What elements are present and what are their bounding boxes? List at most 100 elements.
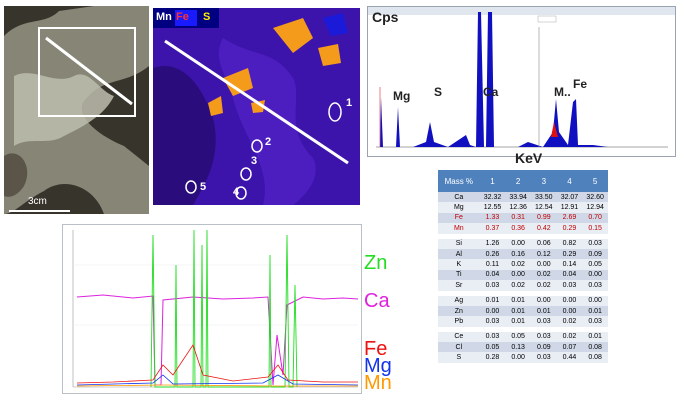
table-row: Ce 0.03 0.05 0.03 0.02 0.01 — [438, 331, 608, 343]
map-graphic — [153, 8, 360, 205]
value-cell: 0.05 — [505, 331, 531, 343]
value-cell: 0.06 — [530, 238, 557, 249]
value-cell: 0.42 — [530, 223, 557, 234]
table-row: K 0.11 0.02 0.00 0.14 0.05 — [438, 259, 608, 270]
peak-mn: M.. — [554, 85, 571, 99]
value-cell: 0.29 — [556, 223, 583, 234]
label-mg: Mg — [364, 355, 392, 377]
value-cell: 0.70 — [582, 212, 608, 224]
label-fe: Fe — [364, 338, 388, 360]
element-map: Mn Fe S 1 2 3 4 5 — [153, 8, 360, 205]
table-spacer — [438, 290, 608, 296]
value-cell: 33.50 — [530, 192, 557, 203]
header-cell: Mass % — [438, 170, 480, 192]
value-cell: 0.03 — [530, 352, 557, 363]
element-cell: Zn — [438, 305, 480, 317]
point-3-marker — [240, 167, 252, 181]
table-row: Zn 0.00 0.01 0.01 0.00 0.01 — [438, 305, 608, 317]
value-cell: 0.00 — [556, 305, 583, 317]
point-label-2: 2 — [265, 136, 272, 148]
value-cell: 1.26 — [479, 238, 506, 249]
peak-ca: Ca — [483, 85, 499, 99]
photo-graphic — [4, 6, 149, 214]
point-2-marker — [251, 139, 263, 153]
header-cell: 5 — [582, 170, 608, 192]
value-cell: 0.36 — [505, 223, 531, 234]
value-cell: 0.02 — [505, 259, 531, 270]
value-cell: 0.03 — [582, 316, 608, 327]
value-cell: 0.14 — [556, 259, 583, 270]
element-cell: Ce — [438, 331, 480, 343]
point-4-marker — [235, 186, 247, 200]
value-cell: 0.29 — [556, 248, 583, 260]
value-cell: 0.00 — [556, 295, 583, 306]
element-cell: Ag — [438, 295, 480, 306]
header-cell: 4 — [556, 170, 583, 192]
value-cell: 0.44 — [556, 352, 583, 363]
value-cell: 0.01 — [505, 305, 531, 317]
point-1-marker — [328, 102, 342, 122]
table-row: Cl 0.05 0.13 0.09 0.07 0.08 — [438, 342, 608, 353]
value-cell: 0.02 — [556, 331, 583, 343]
table-spacer — [438, 326, 608, 332]
table-row: Mg 12.55 12.36 12.54 12.91 12.94 — [438, 202, 608, 213]
selection-box — [38, 27, 136, 117]
value-cell: 0.04 — [556, 269, 583, 281]
table-row: Al 0.26 0.16 0.12 0.29 0.09 — [438, 248, 608, 260]
table-header-row: Mass % 1 2 3 4 5 — [438, 170, 608, 192]
legend-s: S — [203, 11, 211, 23]
table-row: Ag 0.01 0.01 0.00 0.00 0.00 — [438, 295, 608, 306]
value-cell: 0.02 — [530, 280, 557, 291]
composition-table: Mass % 1 2 3 4 5 Ca 32.32 33.94 33.50 32.07 3… — [438, 170, 608, 402]
value-cell: 0.03 — [530, 331, 557, 343]
table-body: Ca 32.32 33.94 33.50 32.07 32.60 Mg 12.55 12.36 1… — [438, 192, 608, 363]
value-cell: 0.03 — [582, 238, 608, 249]
header-cell: 2 — [505, 170, 531, 192]
value-cell: 0.01 — [505, 295, 531, 306]
value-cell: 0.07 — [556, 342, 583, 353]
element-cell: Ti — [438, 269, 480, 281]
value-cell: 0.01 — [530, 305, 557, 317]
value-cell: 0.03 — [479, 280, 506, 291]
value-cell: 32.32 — [479, 192, 506, 203]
scale-label: 3cm — [28, 196, 47, 207]
table-row: Si 1.26 0.00 0.06 0.82 0.03 — [438, 238, 608, 249]
value-cell: 12.91 — [556, 202, 583, 213]
value-cell: 32.60 — [582, 192, 608, 203]
peak-mg: Mg — [393, 89, 411, 103]
value-cell: 0.11 — [479, 259, 506, 270]
element-cell: K — [438, 259, 480, 270]
point-label-3: 3 — [251, 155, 258, 167]
label-zn: Zn — [364, 252, 388, 274]
value-cell: 0.05 — [582, 259, 608, 270]
value-cell: 0.00 — [582, 269, 608, 281]
value-cell: 0.04 — [479, 269, 506, 281]
value-cell: 0.26 — [479, 248, 506, 260]
value-cell: 0.13 — [505, 342, 531, 353]
value-cell: 0.00 — [505, 238, 531, 249]
scan-line — [164, 39, 349, 165]
table-row: S 0.28 0.00 0.03 0.44 0.08 — [438, 352, 608, 363]
value-cell: 0.02 — [556, 316, 583, 327]
value-cell: 0.08 — [582, 342, 608, 353]
element-cell: Ca — [438, 192, 480, 203]
header-cell: 1 — [479, 170, 506, 192]
table-spacer — [438, 233, 608, 239]
value-cell: 0.03 — [582, 280, 608, 291]
value-cell: 0.00 — [479, 305, 506, 317]
scan-line — [45, 36, 133, 106]
value-cell: 0.01 — [582, 305, 608, 317]
element-cell: Cl — [438, 342, 480, 353]
value-cell: 33.94 — [505, 192, 531, 203]
line-scan-graphic — [72, 229, 359, 388]
element-cell: Si — [438, 238, 480, 249]
spectrum-x-label: KeV — [515, 150, 543, 166]
peak-s: S — [434, 85, 443, 99]
value-cell: 32.07 — [556, 192, 583, 203]
value-cell: 0.09 — [530, 342, 557, 353]
label-mn: Mn — [364, 372, 392, 394]
value-cell: 1.33 — [479, 212, 506, 224]
element-cell: Mn — [438, 223, 480, 234]
line-scan-chart — [62, 224, 362, 394]
point-label-4: 4 — [233, 186, 240, 198]
